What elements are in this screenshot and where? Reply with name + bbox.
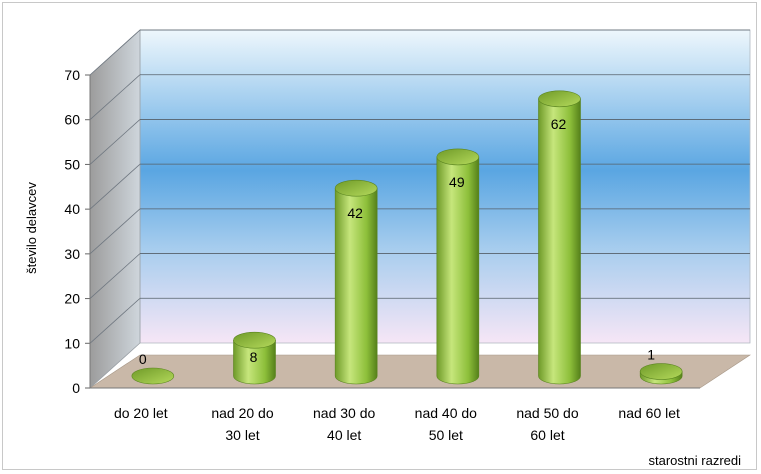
y-tick-label: 50 xyxy=(64,156,80,172)
bar xyxy=(334,187,378,385)
x-axis-title: starostni razredi xyxy=(649,453,742,468)
y-tick-label: 40 xyxy=(64,201,80,217)
bar-top xyxy=(233,331,276,349)
category-label-line: do 20 let xyxy=(114,405,168,421)
labels: 0 10 20 30 40 50 60 70 0 do 20 let 8 nad 20 do 30 le… xyxy=(64,67,680,443)
y-tick-label: 20 xyxy=(64,291,80,307)
side-wall xyxy=(89,29,141,389)
category-label-line: nad 50 do xyxy=(516,405,578,421)
bar-top xyxy=(334,179,378,197)
data-label: 49 xyxy=(449,174,465,190)
data-label: 8 xyxy=(250,349,258,365)
y-tick-label: 0 xyxy=(72,380,80,396)
category-label-line: nad 60 let xyxy=(618,405,680,421)
category-label: nad 30 do 40 let xyxy=(313,405,375,443)
category-label: nad 20 do 30 let xyxy=(211,405,273,443)
data-label: 42 xyxy=(347,205,363,221)
gridline-side xyxy=(89,74,141,121)
axes xyxy=(85,74,700,389)
bar-top xyxy=(639,363,683,380)
bar-top xyxy=(436,148,480,166)
y-axis-title: število delavcev xyxy=(24,182,39,274)
gridline-side xyxy=(89,297,141,344)
data-label: 0 xyxy=(139,351,147,367)
y-tick-label: 10 xyxy=(64,335,80,351)
bar-top xyxy=(131,367,175,385)
data-label: 1 xyxy=(647,347,655,363)
data-label: 62 xyxy=(551,116,567,132)
bar xyxy=(538,98,581,385)
category-label: do 20 let xyxy=(114,405,168,421)
bar-top xyxy=(538,90,581,108)
category-label-line: nad 40 do xyxy=(415,405,477,421)
category-label: nad 40 do 50 let xyxy=(415,405,477,443)
category-label: nad 50 do 60 let xyxy=(516,405,578,443)
y-tick-label: 60 xyxy=(64,112,80,128)
gridline-side xyxy=(89,119,141,165)
category-label-line: 30 let xyxy=(225,427,259,443)
category-label: nad 60 let xyxy=(618,405,680,421)
category-label-line: nad 30 do xyxy=(313,405,375,421)
category-label-line: 60 let xyxy=(530,427,564,443)
gridline-side xyxy=(89,208,141,255)
y-tick-label: 30 xyxy=(64,246,80,262)
bar xyxy=(436,156,480,385)
category-label-line: nad 20 do xyxy=(211,405,273,421)
gridline-side xyxy=(89,29,141,76)
bar xyxy=(233,339,276,385)
bars xyxy=(131,90,683,385)
category-label-line: 50 let xyxy=(429,427,463,443)
category-label-line: 40 let xyxy=(327,427,361,443)
gridline-side xyxy=(89,163,141,210)
gridline-side xyxy=(89,253,141,299)
y-tick-label: 70 xyxy=(64,67,80,83)
